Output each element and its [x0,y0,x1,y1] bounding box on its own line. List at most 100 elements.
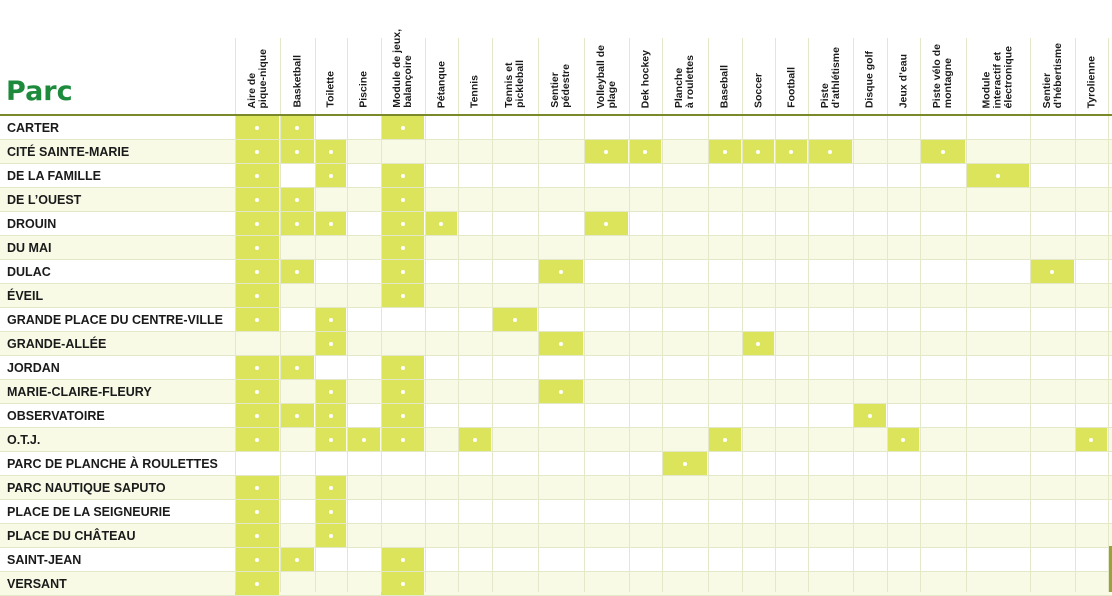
park-name: JORDAN [7,361,60,375]
table-row: MARIE-CLAIRE-FLEURY [0,380,1112,404]
dot-icon [255,413,259,418]
row-divider [0,259,1112,260]
dot-icon [255,437,259,442]
column-header-sentier: Sentier pédestre [538,0,584,114]
amenity-mark-piscine [347,428,380,451]
column-header-line: Dek hockey [639,49,651,108]
column-divider [1030,38,1031,592]
column-header-line: Soccer [752,72,764,108]
dot-icon [400,557,405,562]
header-rule [0,114,1112,116]
row-divider [0,379,1112,380]
dot-icon [255,149,259,154]
amenity-mark-velo [920,140,965,163]
dot-icon [328,533,333,538]
amenity-mark-pique [235,524,279,547]
dot-icon [1089,437,1093,442]
column-divider [315,38,316,592]
table-row: CITÉ SAINTE-MARIE [0,140,1112,164]
amenity-mark-tyro [1075,428,1107,451]
amenity-mark-hebert [1030,260,1074,283]
park-name: DULAC [7,265,51,279]
amenity-mark-baseball [708,140,741,163]
amenity-mark-pique [235,236,279,259]
column-header-label: Piste vélo de montagne [931,44,954,108]
dot-icon [255,125,259,130]
column-header-label: Planche à roulettes [673,55,696,108]
dot-icon [295,557,299,562]
dot-icon [995,173,1000,178]
column-header-line: Tyrolienne [1085,55,1097,108]
row-divider [0,163,1112,164]
column-divider [458,38,459,592]
park-name: DE LA FAMILLE [7,169,101,183]
amenity-mark-pique [235,260,279,283]
park-name: OBSERVATOIRE [7,409,105,423]
row-divider [0,475,1112,476]
row-divider [0,523,1112,524]
column-divider [966,38,967,592]
column-header-label: Sentier d’hébertisme [1041,43,1064,108]
dot-icon [400,125,405,130]
column-divider [920,38,921,592]
column-header-baseball: Baseball [708,0,742,114]
column-header-module: Module de jeux, balançoire [381,0,425,114]
column-header-label: Volleyball de plage [595,45,618,108]
table-row: OBSERVATOIRE [0,404,1112,428]
dot-icon [328,485,333,490]
dot-icon [328,341,333,346]
column-header-label: Tennis [469,75,481,108]
table-row: PLACE DU CHÂTEAU [0,524,1112,548]
amenity-mark-module [381,236,424,259]
dot-icon [255,293,259,298]
column-header-pique: Aire de pique-nique [235,0,280,114]
row-divider [0,403,1112,404]
column-header-label: Baseball [719,65,731,108]
table-title: Parc [6,76,73,107]
park-name: SAINT-JEAN [7,553,82,567]
column-divider [538,38,539,592]
column-header-piste: Piste d’athlétisme [808,0,853,114]
column-header-line: électronique [1002,45,1015,108]
dot-icon [512,317,517,322]
row-divider [0,187,1112,188]
column-header-label: Football [785,67,797,108]
dot-icon [255,317,259,322]
dot-icon [328,221,333,226]
table-row: PLACE DE LA SEIGNEURIE [0,500,1112,524]
amenity-mark-sentier [538,380,583,403]
dot-icon [828,149,832,154]
amenity-mark-pique [235,116,279,139]
column-header-planche: Planche à roulettes [662,0,708,114]
column-header-piscine: Piscine [347,0,381,114]
column-header-eau: Jeux d’eau [887,0,920,114]
column-header-label: Module de jeux, balançoire [391,29,414,108]
amenity-mark-pique [235,188,279,211]
dot-icon [295,269,299,274]
dot-icon [400,269,405,274]
dot-icon [328,509,333,514]
table-row: CARTER [0,116,1112,140]
park-name: CITÉ SAINTE-MARIE [7,145,130,159]
park-name: CARTER [7,121,60,135]
amenity-mark-toilette [315,212,346,235]
column-divider [808,38,809,592]
table-row: DROUIN [0,212,1112,236]
row-divider [0,139,1112,140]
dot-icon [328,149,333,154]
amenity-mark-golf [853,404,886,427]
amenity-mark-pique [235,212,279,235]
dot-icon [400,197,405,202]
row-divider [0,211,1112,212]
table-row: DE LA FAMILLE [0,164,1112,188]
column-header-line: plage [605,80,618,108]
amenity-mark-volley [584,212,628,235]
dot-icon [558,269,563,274]
amenity-mark-module [381,356,424,379]
park-name: PARC DE PLANCHE À ROULETTES [7,457,218,471]
amenity-mark-module [381,548,424,571]
amenity-mark-pique [235,572,279,595]
park-name: PLACE DU CHÂTEAU [7,529,136,543]
dot-icon [295,125,299,130]
amenity-mark-toilette [315,164,346,187]
